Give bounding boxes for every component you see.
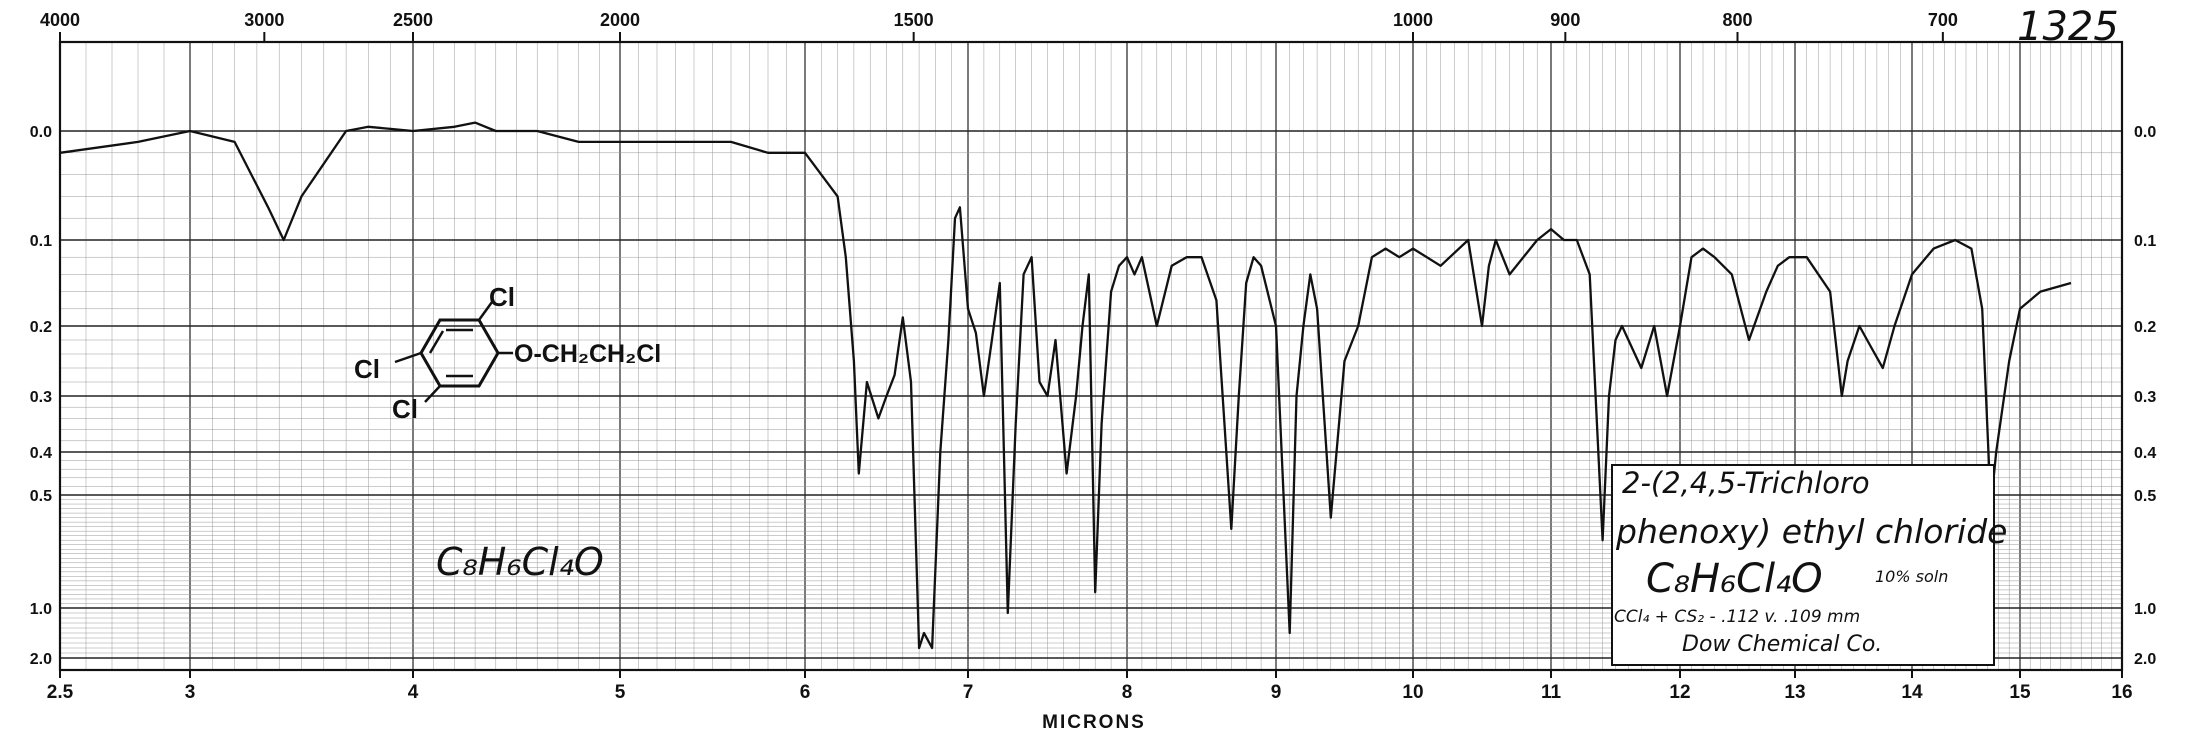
- compound-name-line2: phenoxy) ethyl chloride: [1615, 512, 2007, 551]
- bottom-tick-label: 14: [1901, 682, 1923, 703]
- left-tick-label: 1.0: [30, 601, 52, 618]
- left-axis-ticks: 0.0 0.1 0.2 0.3 0.4 0.5 1.0 2.0: [30, 124, 52, 668]
- catalog-number: 1325: [2017, 4, 2119, 50]
- formula-left: C₈H₆Cl₄O: [436, 540, 604, 584]
- structure-drawing: Cl Cl Cl O-CH₂CH₂Cl: [354, 282, 661, 424]
- right-tick-label: 0.3: [2134, 389, 2156, 406]
- source-note: Dow Chemical Co.: [1682, 632, 1882, 657]
- bottom-tick-label: 4: [408, 682, 419, 703]
- right-tick-label: 0.4: [2134, 445, 2156, 462]
- top-tick-label: 900: [1550, 10, 1580, 30]
- right-tick-label: 2.0: [2134, 651, 2156, 668]
- top-tick-label: 2500: [393, 10, 433, 30]
- compound-name-line1: 2-(2,4,5-Trichloro: [1622, 466, 1870, 500]
- left-tick-label: 0.2: [30, 319, 52, 336]
- bottom-axis-ticks: 2.5 3 4 5 6 7 8 9 10 11 12 13 14 15 16: [47, 670, 2133, 703]
- formula-box: C₈H₆Cl₄O: [1646, 556, 1823, 602]
- top-tick-label: 1500: [894, 10, 934, 30]
- structure-side-chain: O-CH₂CH₂Cl: [514, 340, 661, 368]
- top-tick-label: 3000: [244, 10, 284, 30]
- top-tick-label: 4000: [40, 10, 80, 30]
- right-tick-label: 0.2: [2134, 319, 2156, 336]
- left-tick-label: 0.4: [30, 445, 52, 462]
- bottom-tick-label: 5: [615, 682, 626, 703]
- right-tick-label: 1.0: [2134, 601, 2156, 618]
- bottom-tick-label: 2.5: [47, 682, 74, 703]
- compound-label-box: 2-(2,4,5-Trichloro phenoxy) ethyl chlori…: [1611, 464, 2007, 666]
- top-tick-label: 1000: [1393, 10, 1433, 30]
- structure-label-cl-bottom: Cl: [392, 394, 418, 424]
- left-tick-label: 0.5: [30, 488, 52, 505]
- bottom-tick-label: 16: [2111, 682, 2132, 703]
- structure-label-cl-left: Cl: [354, 354, 380, 384]
- right-tick-label: 0.1: [2134, 233, 2156, 250]
- left-tick-label: 2.0: [30, 651, 52, 668]
- bottom-tick-label: 12: [1669, 682, 1690, 703]
- left-tick-label: 0.3: [30, 389, 52, 406]
- label-box-background: [1611, 464, 1995, 666]
- bottom-tick-label: 10: [1402, 682, 1423, 703]
- bottom-tick-label: 9: [1271, 682, 1282, 703]
- right-tick-label: 0.0: [2134, 124, 2156, 141]
- bond-to-cl-left: [394, 351, 422, 364]
- right-axis-ticks: 0.0 0.1 0.2 0.3 0.4 0.5 1.0 2.0: [2134, 124, 2156, 668]
- bottom-tick-label: 11: [1541, 682, 1562, 703]
- bottom-tick-label: 6: [800, 682, 811, 703]
- bottom-tick-label: 15: [2009, 682, 2031, 703]
- plot-frame: [58, 40, 2124, 672]
- structure-label-cl-top: Cl: [489, 282, 515, 312]
- left-tick-label: 0.0: [30, 124, 52, 141]
- solvent-note: CCl₄ + CS₂ - .112 v. .109 mm: [1614, 607, 1860, 627]
- benzene-ring-inner-bond: [428, 330, 445, 354]
- concentration-note: 10% soln: [1875, 567, 1948, 586]
- x-axis-title: MICRONS: [1042, 712, 1146, 733]
- series-line-spectrum: [59, 121, 2072, 650]
- top-tick-label: 800: [1722, 10, 1752, 30]
- bottom-tick-label: 3: [185, 682, 196, 703]
- top-axis-ticks: 4000 3000 2500 2000 1500 1000 900 800 700: [40, 10, 1958, 42]
- bond-to-cl-bottom: [424, 385, 441, 403]
- top-tick-label: 2000: [600, 10, 640, 30]
- bond-to-cl-top: [477, 301, 494, 321]
- top-tick-label: 700: [1928, 10, 1958, 30]
- right-tick-label: 0.5: [2134, 488, 2156, 505]
- bottom-tick-label: 8: [1122, 682, 1133, 703]
- left-tick-label: 0.1: [30, 233, 52, 250]
- bottom-tick-label: 7: [963, 682, 974, 703]
- bottom-tick-label: 13: [1784, 682, 1805, 703]
